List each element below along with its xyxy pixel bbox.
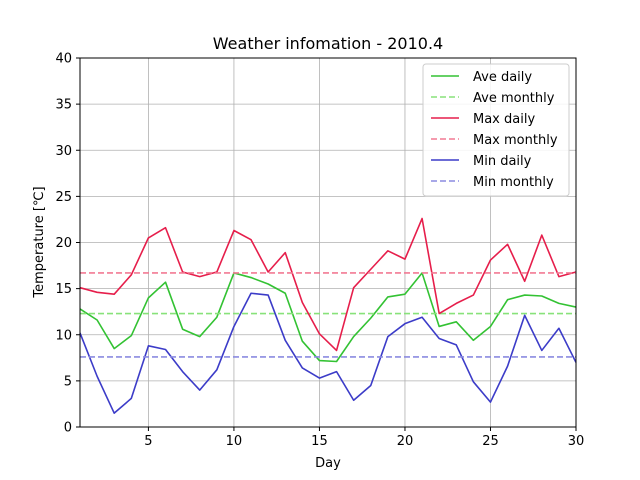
legend-label: Max daily [473, 112, 535, 127]
y-tick-label: 0 [64, 421, 72, 436]
series-line-max-daily [79, 217, 577, 352]
y-tick-label: 5 [64, 374, 72, 389]
y-tick-label: 10 [55, 328, 72, 343]
series-line-ave-daily [79, 272, 577, 363]
x-tick-label: 15 [311, 434, 328, 449]
legend-label: Min monthly [473, 175, 554, 190]
y-tick-label: 40 [55, 52, 72, 67]
axis-ticks: 5 10 15 20 25 30 0 5 10 15 20 25 30 35 40 [55, 52, 584, 450]
y-tick-label: 35 [55, 98, 72, 113]
chart-title: Weather infomation - 2010.4 [213, 34, 443, 53]
x-tick-label: 25 [482, 434, 499, 449]
legend-label: Min daily [473, 154, 532, 169]
y-tick-label: 15 [55, 282, 72, 297]
y-tick-label: 30 [55, 144, 72, 159]
x-tick-label: 5 [144, 434, 152, 449]
legend-box [422, 63, 570, 197]
y-axis-label: Temperature [℃] [32, 186, 47, 298]
legend-label: Max monthly [473, 133, 558, 148]
y-tick-label: 20 [55, 236, 72, 251]
x-tick-label: 10 [226, 434, 243, 449]
legend-label: Ave daily [473, 70, 532, 85]
series-line-min-daily [79, 292, 577, 414]
y-tick-label: 25 [55, 190, 72, 205]
x-axis-label: Day [315, 456, 341, 471]
plot-series [79, 217, 577, 414]
legend: Ave daily Ave monthly Max daily Max monthly… [422, 63, 570, 197]
x-tick-label: 20 [397, 434, 414, 449]
legend-label: Ave monthly [473, 91, 555, 106]
x-tick-label: 30 [568, 434, 585, 449]
